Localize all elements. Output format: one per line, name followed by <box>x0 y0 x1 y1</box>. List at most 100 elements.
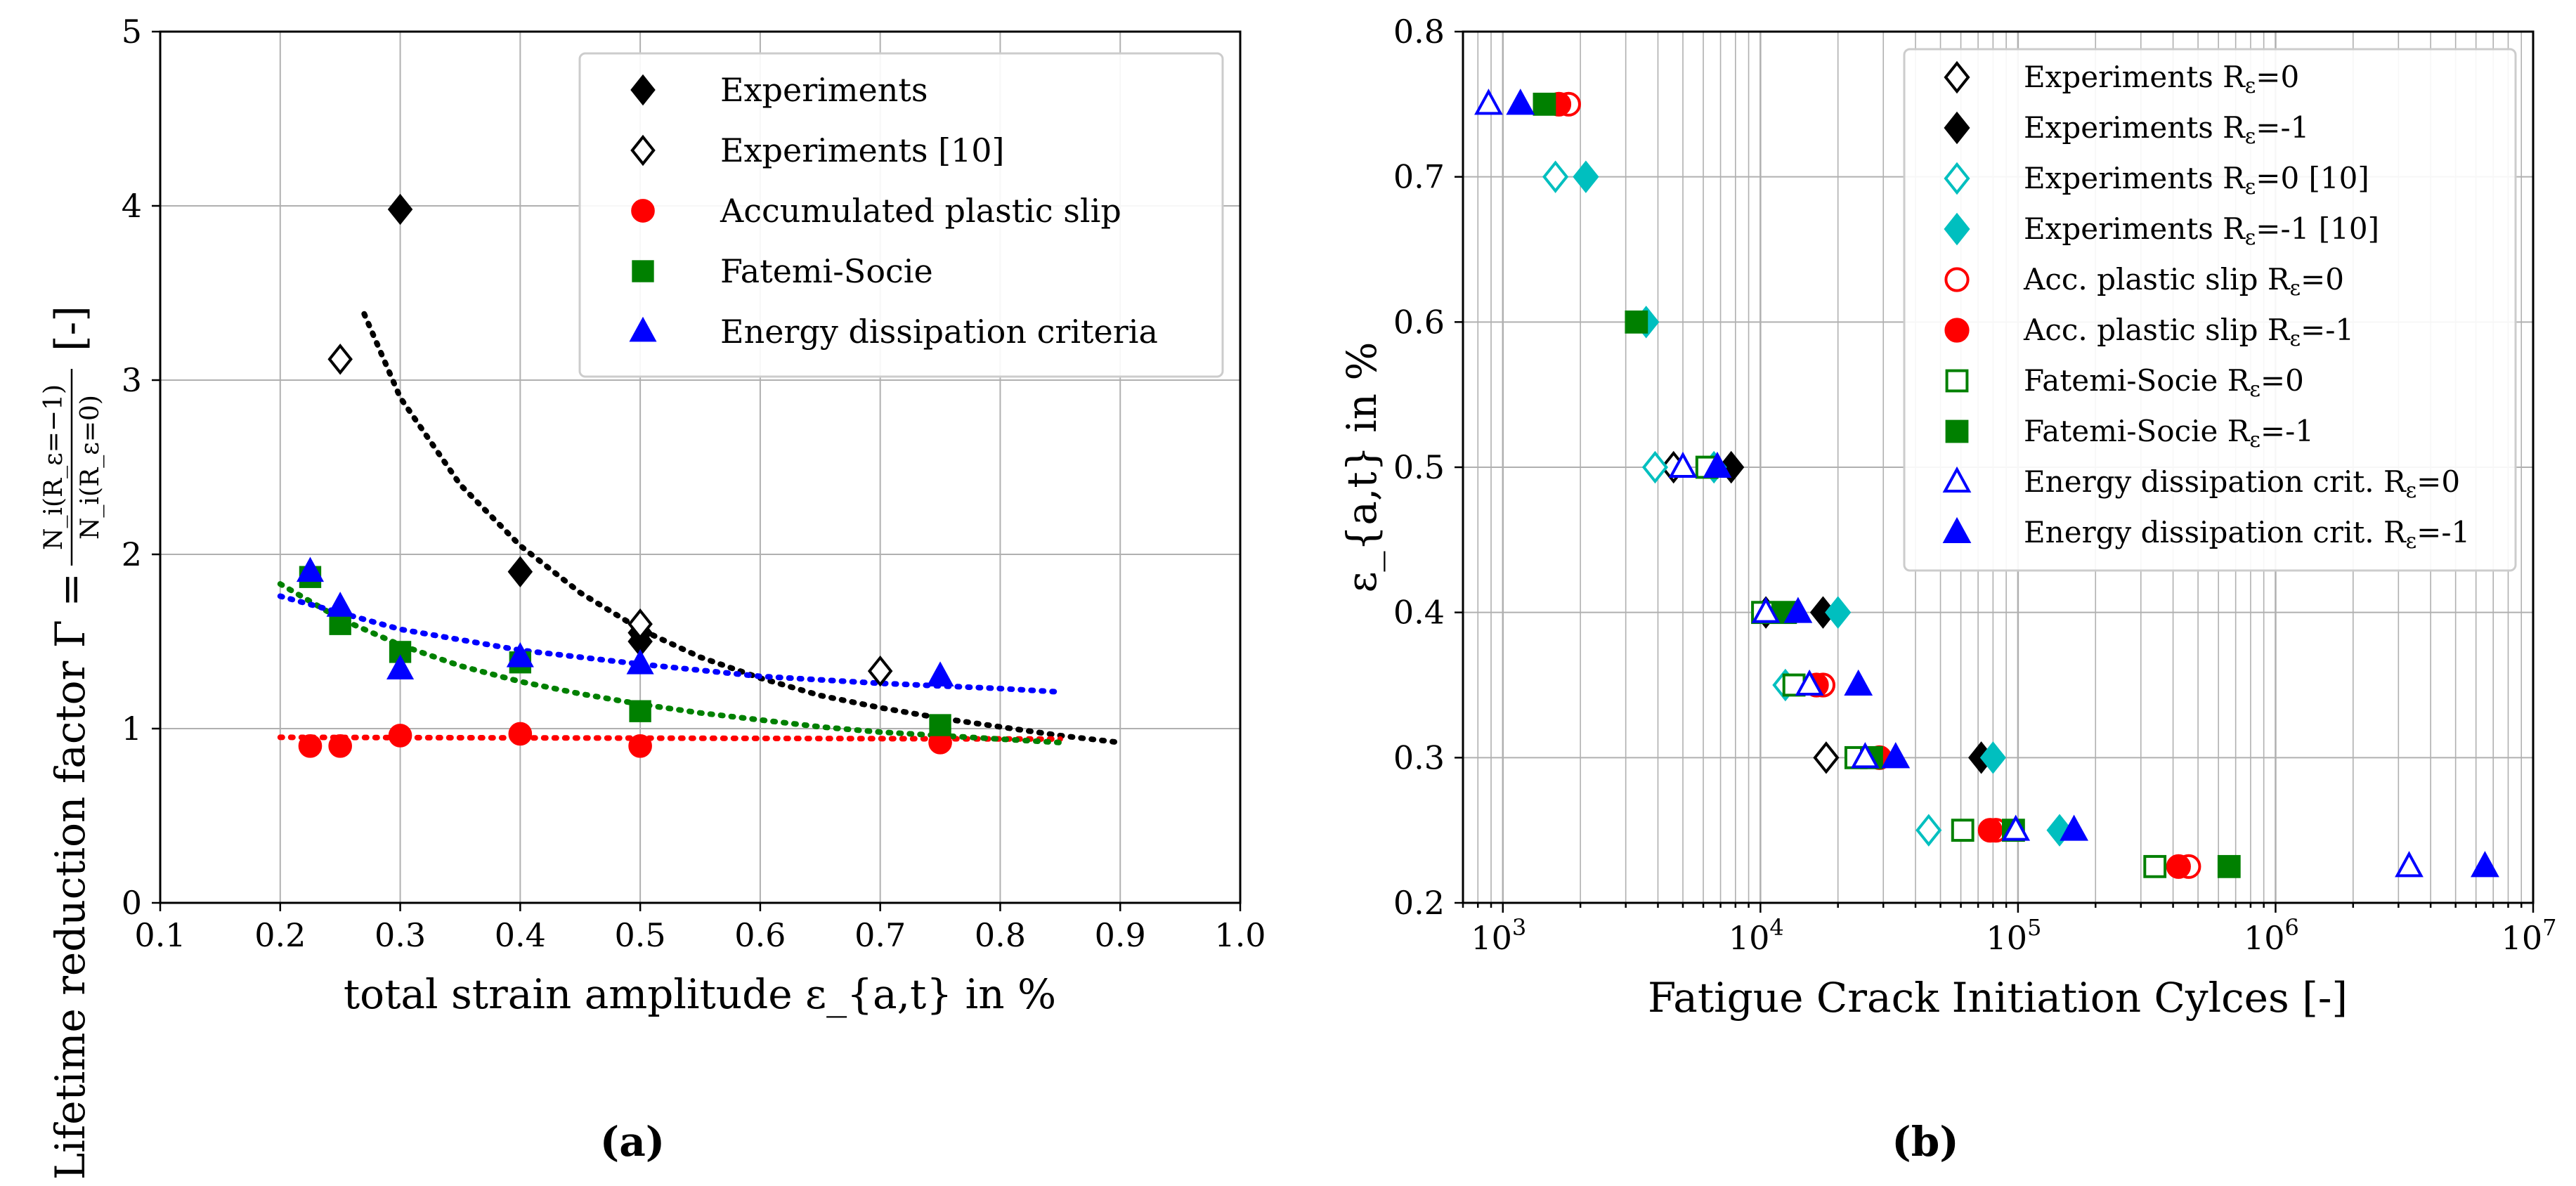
chart-b-x-tick-label: 104 <box>1729 914 1784 957</box>
chart-b-y-tick-label: 0.5 <box>1393 448 1445 486</box>
chart-b-y-tick-label: 0.6 <box>1393 303 1445 341</box>
chart-b-x-tick-label: 103 <box>1471 914 1526 957</box>
chart-a-y-tick-label: 3 <box>122 361 142 399</box>
chart-b-point-square <box>1951 819 1975 842</box>
chart-a-x-tick-label: 1.0 <box>1214 916 1266 954</box>
chart-b-point-triangle <box>2395 851 2424 878</box>
chart-a-x-tick-label: 0.5 <box>615 916 666 954</box>
chart-a-y-tick-label: 0 <box>122 884 142 922</box>
chart-b-legend-label: Energy dissipation crit. Rε=0 <box>2024 464 2460 503</box>
chart-a-y-tick-label: 1 <box>122 710 142 748</box>
chart-b-legend-marker <box>1944 162 1970 195</box>
chart-a-point-triangle <box>506 642 534 667</box>
chart-a-legend-box <box>578 52 1224 378</box>
chart-a-legend-marker <box>630 134 656 167</box>
chart-b-point-square <box>1625 310 1648 334</box>
chart-a-point-diamond <box>507 556 533 588</box>
chart-b-point-triangle <box>1844 669 1873 696</box>
chart-b-legend-label: Fatemi-Socie Rε=-1 <box>2024 414 2314 452</box>
chart-a-point-diamond <box>327 344 353 375</box>
chart-a-legend-label: Experiments [10] <box>720 131 1005 169</box>
chart-b-y-tick-label: 0.8 <box>1393 13 1445 51</box>
chart-b-point-triangle <box>1751 597 1781 623</box>
chart-b-x-axis-label: Fatigue Crack Initiation Cylces [-] <box>1648 974 2348 1022</box>
chart-b-point-diamond <box>1542 160 1569 193</box>
chart-a-data-points <box>296 193 954 758</box>
chart-b-y-tick-label: 0.2 <box>1393 884 1445 922</box>
chart-b-legend-marker <box>1945 419 1969 443</box>
chart-b-legend-label: Experiments Rε=-1 [10] <box>2024 211 2379 250</box>
chart-b-point-triangle <box>1783 597 1813 623</box>
chart-a: 0.1 0.2 0.3 0.4 0.5 0.6 0.7 0.8 0.9 1.0 0 1 2 3 4 5 to… <box>39 13 1266 1180</box>
chart-b-legend-marker <box>1942 516 1972 543</box>
chart-a-x-tick-label: 0.6 <box>734 916 786 954</box>
chart-b-legend-label: Acc. plastic slip Rε=-1 <box>2023 313 2354 351</box>
chart-b-data-points <box>1474 89 2499 879</box>
chart-b-panel-label: (b) <box>1892 1118 1958 1166</box>
chart-b-point-diamond <box>1979 741 2006 774</box>
chart-a-legend-label: Fatemi-Socie <box>720 252 933 290</box>
chart-b-y-axis-label: ε_{a,t} in % <box>1338 341 1386 592</box>
chart-b-point-square <box>2217 854 2241 878</box>
chart-b-legend-label: Acc. plastic slip Rε=0 <box>2023 262 2344 301</box>
chart-b-y-ticks: 0.2 0.3 0.4 0.5 0.6 0.7 0.8 <box>1393 13 1463 922</box>
chart-a-point-triangle <box>326 592 354 617</box>
chart-a-y-axis-label-suffix: [-] <box>46 306 94 351</box>
chart-a-point-square <box>629 700 651 722</box>
chart-b-legend-label: Experiments Rε=-1 <box>2024 110 2309 149</box>
chart-a-point-triangle <box>926 661 954 686</box>
chart-b-point-square <box>1533 92 1556 116</box>
chart-b-legend-marker <box>1944 60 1970 94</box>
chart-b-point-circle <box>1977 818 2003 843</box>
chart-b-point-triangle <box>1850 742 1880 769</box>
chart-a-point-circle <box>328 734 352 758</box>
chart-b-point-square <box>2143 854 2167 878</box>
chart-a-point-circle <box>388 724 412 748</box>
chart-a-y-tick-label: 4 <box>122 187 142 225</box>
chart-a-y-tick-label: 5 <box>122 13 142 51</box>
chart-a-legend-marker <box>630 74 656 106</box>
chart-a-y-ticks: 0 1 2 3 4 5 <box>122 13 160 922</box>
chart-b-x-tick-label: 105 <box>1986 914 2041 957</box>
chart-a-point-circle <box>628 734 652 758</box>
chart-b-legend-marker <box>1945 369 1969 393</box>
chart-a-x-tick-label: 0.2 <box>254 916 306 954</box>
chart-a-x-axis-label-text: total strain amplitude ε_{a,t} in % <box>344 970 1056 1018</box>
chart-a-x-tick-label: 0.7 <box>854 916 906 954</box>
chart-b-x-tick-label: 107 <box>2502 914 2557 957</box>
chart-a-point-diamond <box>627 608 653 640</box>
chart-a-x-tick-label: 0.8 <box>975 916 1026 954</box>
chart-b-legend-marker <box>1944 318 1970 343</box>
chart-a-y-axis-label-prefix: Lifetime reduction factor Γ = <box>46 573 94 1180</box>
chart-b-point-triangle <box>2001 814 2031 841</box>
chart-b-y-tick-label: 0.4 <box>1393 594 1445 632</box>
chart-a-legend-marker <box>629 316 657 342</box>
chart-a-point-triangle <box>626 649 654 675</box>
chart-b-x-ticks: 103 104 105 106 107 <box>1462 903 2557 957</box>
chart-a-point-triangle <box>386 654 415 680</box>
chart-a-x-ticks: 0.1 0.2 0.3 0.4 0.5 0.6 0.7 0.8 0.9 1.0 <box>134 903 1266 954</box>
chart-a-point-circle <box>508 722 533 746</box>
chart-a-x-tick-label: 0.1 <box>134 916 186 954</box>
chart-a-x-tick-label: 0.9 <box>1095 916 1146 954</box>
chart-a-point-diamond <box>867 655 893 687</box>
chart-b-point-triangle <box>2060 814 2088 841</box>
chart-b-point-triangle <box>1474 89 1503 115</box>
chart-b-legend-label: Experiments Rε=0 [10] <box>2024 161 2369 200</box>
chart-a-point-circle <box>298 734 323 758</box>
chart-a-y-tick-label: 2 <box>122 535 142 573</box>
chart-b-point-diamond <box>1813 741 1840 774</box>
chart-b-y-tick-label: 0.3 <box>1393 738 1445 776</box>
chart-b-legend-label: Experiments Rε=0 <box>2024 60 2299 98</box>
chart-b-legend-marker <box>1944 212 1970 246</box>
chart-a-frame <box>159 30 1242 904</box>
chart-a-x-tick-label: 0.4 <box>495 916 546 954</box>
chart-a-panel-label: (a) <box>600 1118 665 1166</box>
chart-a-legend-marker <box>632 260 654 282</box>
chart-b-point-triangle <box>1795 669 1824 696</box>
chart-b: 103 104 105 106 107 0.2 0.3 0.4 0.5 0.6 0.7 0.8 Fa… <box>1338 13 2556 1166</box>
chart-a-legend-marker <box>631 199 655 223</box>
chart-b-point-diamond <box>1641 450 1668 484</box>
chart-b-legend-label: Energy dissipation crit. Rε=-1 <box>2024 515 2470 554</box>
